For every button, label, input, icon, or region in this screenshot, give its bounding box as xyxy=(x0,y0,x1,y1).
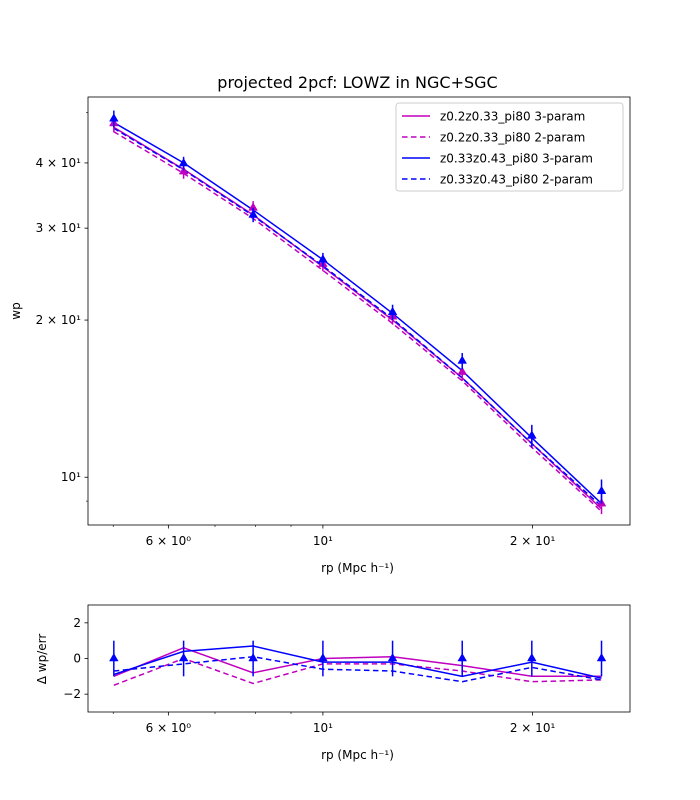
y-tick-label: 10¹ xyxy=(61,470,81,484)
residual-data-point xyxy=(457,653,468,662)
residual-data-point xyxy=(248,653,258,662)
residual-y-tick-label: −2 xyxy=(63,687,81,701)
residual-axes-frame xyxy=(87,604,631,713)
residual-y-tick-label: 2 xyxy=(73,616,81,630)
residual-x-tick-label: 6 × 10⁰ xyxy=(146,721,192,735)
residual-data-point xyxy=(109,653,119,662)
data-point xyxy=(387,306,398,316)
y-tick-label: 2 × 10¹ xyxy=(36,313,82,327)
chart-title: projected 2pcf: LOWZ in NGC+SGC xyxy=(217,73,497,92)
legend-frame xyxy=(395,102,624,192)
residual-x-tick-label: 10¹ xyxy=(313,721,333,735)
residual-data-point xyxy=(596,653,607,662)
residual-series-line-1 xyxy=(113,646,602,678)
x-tick-label: 2 × 10¹ xyxy=(510,534,556,548)
residual-data-point xyxy=(527,653,537,662)
y-tick-label: 3 × 10¹ xyxy=(36,221,82,235)
residual-data-point xyxy=(387,653,398,662)
residual-data-point xyxy=(178,653,189,662)
residual-x-tick-label: 2 × 10¹ xyxy=(510,721,556,735)
residual-series-line-3 xyxy=(113,645,602,679)
data-point xyxy=(527,430,537,439)
data-point xyxy=(248,209,258,218)
residual-series-line-2 xyxy=(113,657,602,687)
x-tick-label: 6 × 10⁰ xyxy=(146,534,192,548)
axes-frame xyxy=(87,96,631,526)
data-point xyxy=(109,113,119,122)
y-axis-label: wp xyxy=(9,302,23,319)
residual-data-point xyxy=(318,653,328,662)
x-tick-label: 10¹ xyxy=(313,534,333,548)
residual-y-axis-label: Δ wp/err xyxy=(35,634,49,685)
residual-plot-area: 6 × 10⁰ 10¹ 2 × 10¹ −2 0 2 xyxy=(63,604,631,735)
residual-series-line-4 xyxy=(113,655,602,683)
residual-x-axis-label: rp (Mpc h⁻¹) xyxy=(321,748,394,762)
legend-entry: z0.33z0.43_pi80 3-param xyxy=(440,152,593,166)
data-point xyxy=(178,157,189,167)
data-point xyxy=(457,355,468,364)
data-point xyxy=(596,485,607,495)
legend-entry: z0.33z0.43_pi80 2-param xyxy=(440,173,593,187)
main-plot-area: 6 × 10⁰ 10¹ 2 × 10¹ 10¹ 2 × 10¹ 3 × 10¹ 4 × 10… xyxy=(36,96,631,548)
legend-entry: z0.2z0.33_pi80 2-param xyxy=(440,131,585,145)
data-point xyxy=(318,254,328,263)
legend: z0.2z0.33_pi80 3-param z0.2z0.33_pi80 2-p… xyxy=(395,102,624,192)
x-axis-label: rp (Mpc h⁻¹) xyxy=(321,561,394,575)
legend-entry: z0.2z0.33_pi80 3-param xyxy=(440,110,585,124)
data-point xyxy=(457,366,468,375)
series-line-4 xyxy=(113,127,603,507)
series-line-3 xyxy=(113,121,603,505)
residual-y-tick-label: 0 xyxy=(73,652,81,666)
y-tick-label: 4 × 10¹ xyxy=(36,156,82,170)
series-line-2 xyxy=(113,131,603,512)
